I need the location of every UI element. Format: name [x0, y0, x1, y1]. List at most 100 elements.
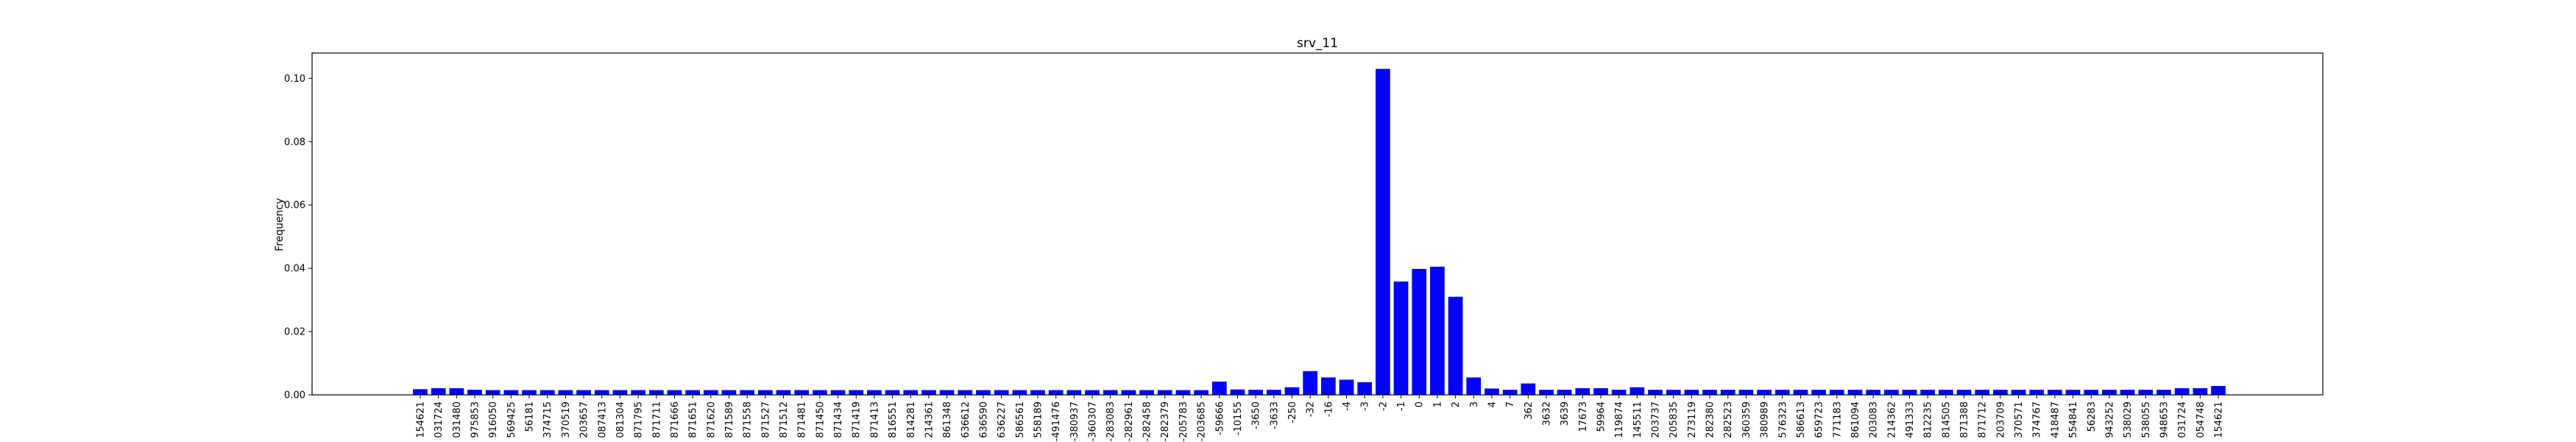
bar-78 [1829, 390, 1844, 395]
x-tick-label: 370519 [561, 401, 572, 438]
x-tick-label: 871589 [724, 401, 735, 438]
bar-89 [2029, 390, 2045, 395]
bar-65 [1593, 387, 1608, 395]
x-tick-label: 273119 [1687, 401, 1698, 438]
x-tick-label: 2 [1451, 401, 1462, 407]
x-tick-label: -250 [1287, 401, 1298, 424]
x-tick-label: 418487 [2050, 401, 2061, 438]
bar-97 [2174, 387, 2190, 395]
bar-12 [631, 390, 645, 395]
x-tick-label: 871620 [706, 401, 717, 438]
bar-19 [757, 390, 773, 395]
bar-92 [2084, 390, 2099, 395]
x-tick-label: 3632 [1541, 401, 1552, 426]
bar-96 [2156, 390, 2171, 395]
bar-6 [522, 390, 537, 395]
plot-frame [311, 52, 2324, 396]
x-tick-label: 054748 [2195, 401, 2207, 438]
x-tick-label: 154621 [2214, 401, 2225, 438]
bar-39 [1121, 390, 1136, 395]
bar-48 [1284, 387, 1300, 395]
x-tick-label: -360307 [1088, 401, 1099, 441]
bar-77 [1811, 390, 1826, 395]
x-tick-label: 569425 [506, 401, 517, 438]
x-tick-label: 203083 [1869, 401, 1880, 438]
x-tick-label: 0 [1415, 401, 1426, 407]
bar-49 [1303, 371, 1318, 395]
x-tick-label: 554841 [2068, 401, 2079, 438]
x-tick-label: 205835 [1669, 401, 1680, 438]
bar-29 [939, 390, 955, 395]
x-tick-label: -380937 [1069, 401, 1080, 441]
bar-30 [958, 390, 973, 395]
x-tick-label: 362 [1524, 401, 1535, 420]
x-tick-label: 871512 [779, 401, 790, 438]
bar-40 [1139, 390, 1154, 395]
bar-35 [1048, 390, 1064, 395]
x-tick-label: 871795 [634, 401, 645, 438]
bar-50 [1320, 377, 1336, 395]
bar-79 [1847, 390, 1863, 395]
bar-7 [539, 390, 555, 395]
bar-99 [2211, 385, 2226, 395]
x-tick-label: -4 [1342, 401, 1353, 411]
x-tick-label: 816551 [888, 401, 899, 438]
bar-15 [685, 390, 701, 395]
bar-4 [485, 390, 500, 395]
x-tick-label: 771183 [1832, 401, 1843, 438]
x-tick-label: 814505 [1941, 401, 1952, 438]
x-tick-label: 576323 [1777, 401, 1788, 438]
x-tick-label: -205783 [1178, 401, 1189, 441]
x-tick-label: 871413 [869, 401, 880, 438]
bar-75 [1774, 390, 1790, 395]
bar-69 [1666, 390, 1681, 395]
bar-18 [740, 390, 755, 395]
x-tick-label: 214361 [924, 401, 935, 438]
bar-80 [1866, 390, 1881, 395]
bar-82 [1902, 390, 1917, 395]
x-tick-label: 538055 [2141, 401, 2152, 438]
bar-94 [2120, 390, 2135, 395]
x-tick-label: 871419 [852, 401, 863, 438]
bar-37 [1085, 390, 1100, 395]
x-tick-label: -3650 [1251, 401, 1262, 429]
x-tick-label: 659723 [1814, 401, 1825, 438]
x-tick-label: 861094 [1850, 401, 1861, 438]
bar-63 [1557, 390, 1572, 395]
x-tick-label: 370571 [2014, 401, 2025, 438]
x-tick-label: 360359 [1741, 401, 1752, 438]
y-axis: 0.00 0.02 0.04 0.06 0.08 0.10 [284, 74, 312, 401]
bar-24 [849, 390, 864, 395]
bar-95 [2138, 390, 2154, 395]
bar-74 [1757, 390, 1772, 395]
bar-52 [1357, 382, 1373, 395]
bar-44 [1211, 381, 1227, 395]
y-tick-label: 0.00 [284, 390, 305, 401]
bar-68 [1648, 390, 1663, 395]
x-tick-label: 636227 [997, 401, 1008, 438]
y-tick-label: 0.10 [284, 74, 305, 85]
x-tick-label: 871481 [797, 401, 808, 438]
x-tick-label: 56181 [525, 401, 536, 432]
x-tick-label: 031724 [2177, 401, 2188, 438]
bar-58 [1466, 377, 1482, 395]
x-tick-label: 812235 [1923, 401, 1934, 438]
bar-1 [431, 387, 446, 395]
bar-13 [648, 390, 664, 395]
bar-17 [721, 390, 737, 395]
bar-38 [1103, 390, 1118, 395]
x-tick-label: 636590 [978, 401, 989, 438]
bar-42 [1175, 390, 1191, 395]
bar-81 [1883, 390, 1899, 395]
bar-47 [1266, 390, 1281, 395]
bar-84 [1938, 390, 1953, 395]
x-tick-label: 871558 [743, 401, 754, 438]
y-tick-label: 0.04 [284, 264, 305, 275]
bar-57 [1448, 296, 1463, 395]
x-tick-label: 916050 [488, 401, 499, 438]
x-tick-label: 56283 [2087, 401, 2098, 432]
bar-67 [1630, 387, 1645, 395]
x-tick-label: 871527 [760, 401, 771, 438]
x-tick-label: 031724 [434, 401, 445, 438]
bar-61 [1521, 383, 1536, 395]
